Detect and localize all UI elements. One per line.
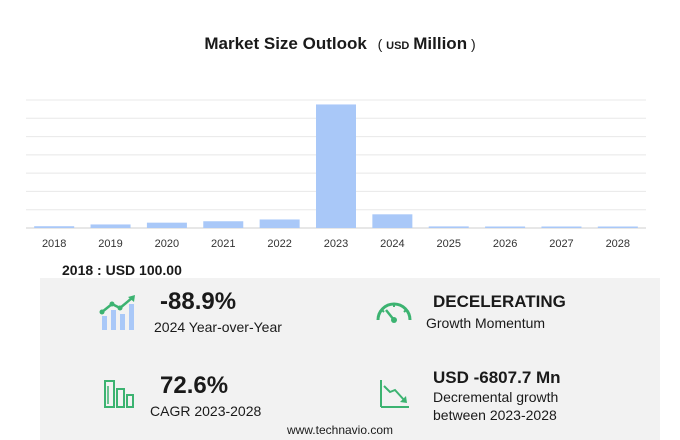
bar-2019 xyxy=(90,224,131,228)
chart-unit: ( USD Million ) xyxy=(377,34,476,53)
x-tick-label: 2021 xyxy=(211,238,235,250)
yoy-value: -88.9% xyxy=(160,288,237,315)
x-tick-label: 2018 xyxy=(42,238,66,250)
growth-bars-icon xyxy=(99,295,135,330)
bar-2027 xyxy=(541,226,582,228)
unit-prefix: USD xyxy=(386,40,410,52)
bar-2021 xyxy=(203,221,244,228)
stats-panel xyxy=(40,278,660,440)
x-tick-label: 2020 xyxy=(155,238,179,250)
cagr-label: CAGR 2023-2028 xyxy=(150,403,262,419)
growth-label-2: between 2023-2028 xyxy=(433,407,557,423)
x-tick-label: 2019 xyxy=(98,238,122,250)
momentum-value: DECELERATING xyxy=(433,292,566,311)
bar-2028 xyxy=(597,226,638,228)
bar-2018 xyxy=(34,226,75,228)
footer-source: www.technavio.com xyxy=(286,423,394,437)
x-tick-label: 2022 xyxy=(267,238,291,250)
x-tick-label: 2027 xyxy=(549,238,573,250)
chart-title-text: Market Size Outlook xyxy=(204,34,367,53)
speedometer-icon xyxy=(376,302,412,323)
decline-chart-icon xyxy=(380,380,409,408)
bar-2024 xyxy=(372,214,413,228)
growth-value: USD -6807.7 Mn xyxy=(433,368,561,387)
x-tick-label: 2026 xyxy=(493,238,517,250)
momentum-label: Growth Momentum xyxy=(426,315,546,331)
base-year-value: 2018 : USD 100.00 xyxy=(62,262,182,278)
x-tick-label: 2028 xyxy=(606,238,630,250)
cagr-icon xyxy=(104,380,134,408)
growth-label-1: Decremental growth xyxy=(433,389,559,405)
bar-chart: 2018 2019 2020 2021 2022 2023 2024 2025 2026 2027… xyxy=(26,99,646,250)
bar-2026 xyxy=(485,226,526,228)
unit-suffix: Million xyxy=(413,34,468,53)
bar-2022 xyxy=(259,219,300,228)
x-tick-label: 2024 xyxy=(380,238,404,250)
x-tick-label: 2023 xyxy=(324,238,348,250)
bar-2025 xyxy=(428,226,469,228)
bar-2023 xyxy=(316,104,356,228)
yoy-label: 2024 Year-over-Year xyxy=(154,319,282,335)
chart-title: Market Size Outlook ( USD Million ) xyxy=(0,34,680,54)
cagr-value: 72.6% xyxy=(160,372,229,399)
bar-2020 xyxy=(146,222,187,228)
x-tick-label: 2025 xyxy=(436,238,460,250)
